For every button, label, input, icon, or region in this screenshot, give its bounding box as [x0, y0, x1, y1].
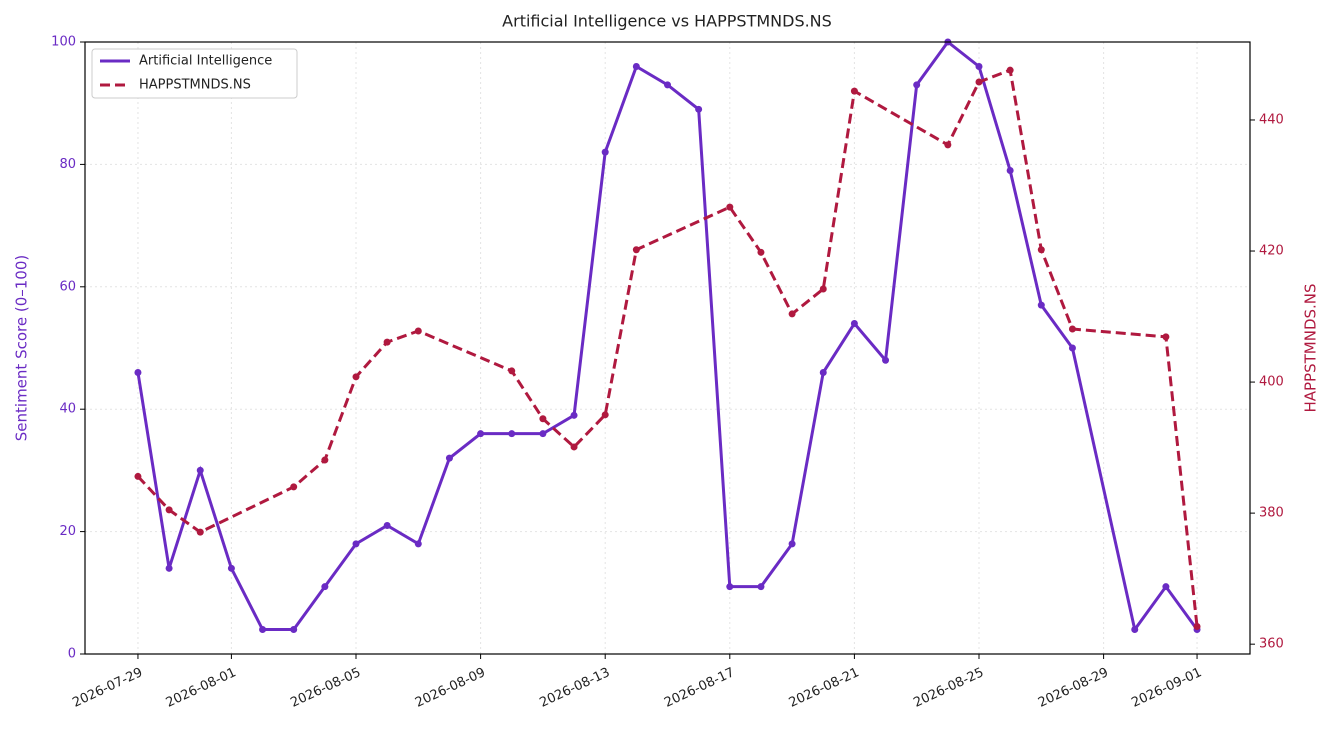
- marker: [788, 310, 796, 318]
- marker: [383, 521, 391, 529]
- marker: [539, 430, 547, 438]
- marker: [882, 356, 890, 364]
- marker: [1068, 344, 1076, 352]
- marker: [1006, 66, 1014, 74]
- marker: [632, 62, 640, 70]
- chart-title: Artificial Intelligence vs HAPPSTMNDS.NS: [502, 12, 832, 31]
- y-tick-label: 20: [59, 524, 76, 539]
- y2-tick-label: 360: [1259, 637, 1284, 652]
- y2-tick-label: 440: [1259, 112, 1284, 127]
- y2-tick-label: 400: [1259, 375, 1284, 390]
- marker: [352, 373, 360, 381]
- legend-box: [91, 48, 298, 99]
- marker: [570, 443, 578, 451]
- y2-tick-label: 420: [1259, 244, 1284, 259]
- marker: [913, 81, 921, 89]
- marker: [383, 338, 391, 346]
- marker: [757, 248, 765, 256]
- marker: [632, 246, 640, 254]
- marker: [819, 285, 827, 293]
- y-tick-label: 80: [59, 157, 76, 172]
- marker: [414, 327, 422, 335]
- y-tick-label: 40: [59, 402, 76, 417]
- y-tick-label: 0: [68, 647, 76, 662]
- marker: [290, 483, 298, 491]
- marker: [664, 81, 671, 89]
- marker: [477, 430, 485, 438]
- marker: [1131, 626, 1139, 634]
- marker: [850, 320, 858, 328]
- marker: [757, 583, 765, 591]
- marker: [321, 583, 329, 591]
- marker: [196, 528, 204, 536]
- y-axis-label: Sentiment Score (0–100): [13, 255, 31, 441]
- marker: [321, 456, 329, 464]
- marker: [850, 87, 858, 95]
- marker: [601, 411, 609, 419]
- marker: [196, 466, 204, 474]
- y2-axis-label: HAPPSTMNDS.NS: [1302, 283, 1320, 412]
- marker: [352, 540, 360, 548]
- marker: [1068, 325, 1076, 333]
- marker: [165, 564, 173, 572]
- marker: [508, 367, 516, 375]
- y-tick-label: 100: [51, 35, 76, 50]
- legend-label: HAPPSTMNDS.NS: [139, 78, 251, 93]
- marker: [445, 454, 453, 462]
- plot-frame: [84, 41, 1251, 655]
- marker: [695, 105, 703, 113]
- marker: [1162, 333, 1170, 341]
- marker: [508, 430, 516, 438]
- marker: [975, 78, 983, 86]
- marker: [1162, 583, 1170, 591]
- marker: [1037, 246, 1045, 254]
- y2-tick-label: 380: [1259, 506, 1284, 521]
- marker: [414, 540, 422, 548]
- marker: [726, 203, 734, 211]
- marker: [227, 564, 235, 572]
- marker: [290, 626, 298, 634]
- marker: [539, 415, 547, 423]
- marker: [259, 626, 267, 634]
- marker: [134, 368, 142, 376]
- marker: [1193, 622, 1201, 630]
- marker: [134, 472, 142, 480]
- marker: [1006, 167, 1014, 175]
- marker: [788, 540, 796, 548]
- y-tick-label: 60: [59, 279, 76, 294]
- marker: [726, 583, 734, 591]
- marker: [975, 62, 983, 70]
- legend-label: Artificial Intelligence: [139, 54, 272, 69]
- marker: [601, 148, 609, 156]
- marker: [570, 411, 578, 419]
- marker: [165, 506, 173, 514]
- line: [136, 39, 1199, 634]
- marker: [944, 141, 952, 149]
- marker: [819, 368, 827, 376]
- marker: [1037, 301, 1045, 309]
